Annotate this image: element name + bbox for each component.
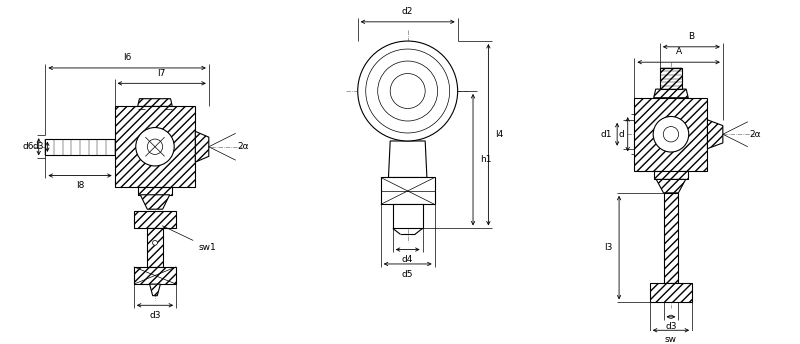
Text: A: A: [675, 47, 682, 56]
Ellipse shape: [366, 49, 450, 133]
Text: d3: d3: [32, 142, 43, 151]
Polygon shape: [654, 171, 688, 180]
Polygon shape: [114, 106, 195, 187]
Text: B: B: [688, 32, 694, 41]
Polygon shape: [46, 139, 114, 155]
Ellipse shape: [390, 74, 425, 108]
Text: d3: d3: [666, 322, 677, 331]
Text: l8: l8: [76, 181, 84, 190]
Polygon shape: [147, 228, 162, 267]
Text: l7: l7: [158, 68, 166, 77]
Text: l6: l6: [123, 53, 131, 62]
Text: d: d: [618, 130, 624, 139]
Polygon shape: [138, 99, 172, 106]
Text: l3: l3: [604, 243, 612, 252]
Polygon shape: [634, 98, 707, 171]
Text: sw1: sw1: [162, 226, 216, 251]
Text: 2α: 2α: [750, 130, 762, 139]
Polygon shape: [660, 68, 682, 89]
Circle shape: [147, 139, 162, 154]
Text: 2α: 2α: [238, 142, 250, 151]
Circle shape: [653, 117, 689, 152]
Polygon shape: [381, 178, 434, 204]
Ellipse shape: [358, 41, 458, 141]
Polygon shape: [663, 193, 678, 283]
Text: d3: d3: [150, 311, 161, 320]
Text: l4: l4: [495, 130, 503, 139]
Polygon shape: [138, 187, 172, 195]
Polygon shape: [393, 204, 422, 228]
Ellipse shape: [378, 61, 438, 121]
Text: sw: sw: [665, 335, 677, 344]
Polygon shape: [389, 141, 427, 178]
Polygon shape: [134, 267, 176, 284]
Text: d2: d2: [402, 7, 414, 16]
Text: h1: h1: [480, 155, 491, 164]
Text: d6: d6: [22, 142, 34, 151]
Text: d4: d4: [402, 255, 414, 264]
Polygon shape: [707, 120, 723, 149]
Polygon shape: [150, 284, 160, 296]
Polygon shape: [195, 131, 209, 162]
Text: d5: d5: [402, 270, 414, 279]
Circle shape: [663, 127, 678, 142]
Polygon shape: [656, 180, 686, 193]
Circle shape: [136, 128, 174, 166]
Circle shape: [153, 240, 158, 245]
Polygon shape: [140, 195, 170, 209]
Text: d1: d1: [601, 130, 612, 139]
Polygon shape: [134, 211, 176, 228]
Polygon shape: [654, 89, 688, 98]
Polygon shape: [650, 283, 692, 302]
